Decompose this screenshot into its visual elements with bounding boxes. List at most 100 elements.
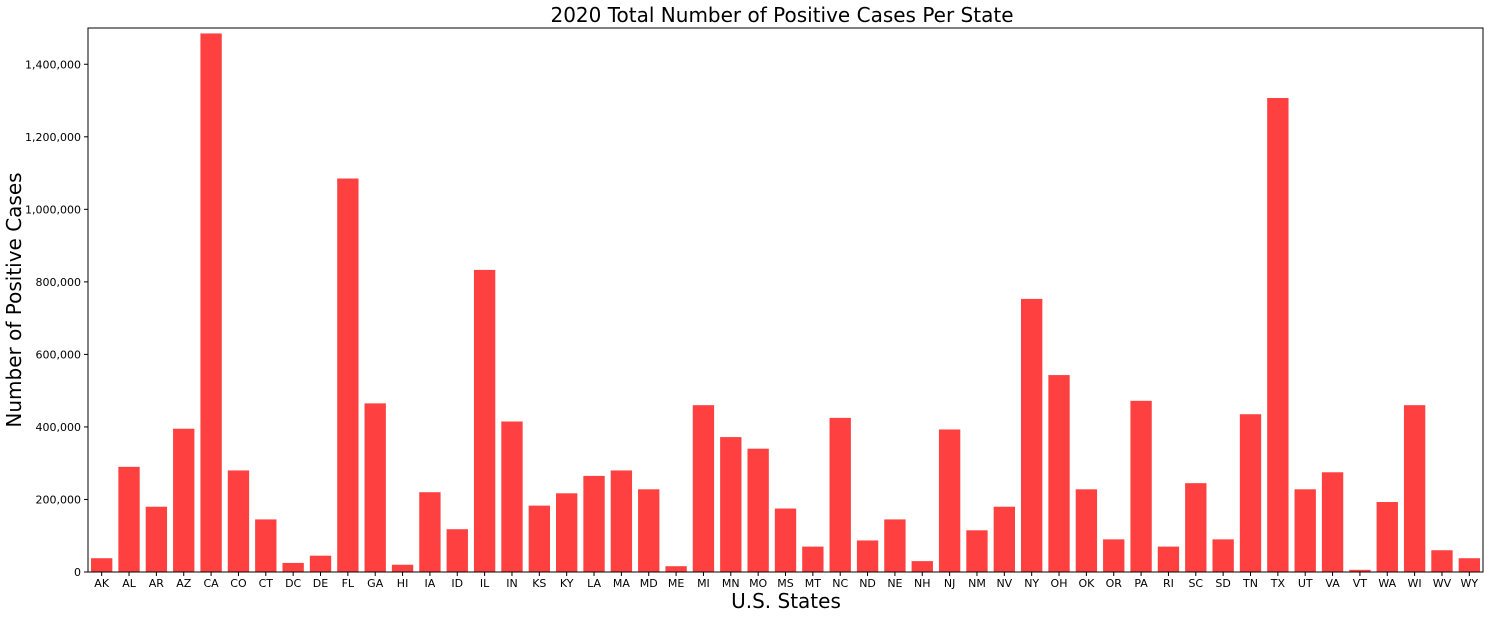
- bar-nm: [966, 530, 988, 572]
- x-tick-label: LA: [587, 577, 601, 590]
- x-tick-label: MD: [640, 577, 658, 590]
- y-tick-label: 800,000: [36, 276, 82, 289]
- y-tick-label: 1,200,000: [25, 131, 81, 144]
- x-tick-label: KS: [532, 577, 546, 590]
- x-tick-label: SC: [1188, 577, 1203, 590]
- x-tick-label: MI: [697, 577, 710, 590]
- bar-dc: [282, 562, 304, 572]
- bar-il: [473, 269, 496, 572]
- bar-nh: [911, 561, 933, 572]
- bar-tx: [1267, 97, 1289, 573]
- x-tick-label: SD: [1215, 577, 1230, 590]
- x-tick-label: AL: [122, 577, 137, 590]
- bar-az: [173, 428, 195, 572]
- y-tick-label: 0: [74, 566, 81, 579]
- x-tick-label: MA: [613, 577, 630, 590]
- x-axis-label: U.S. States: [731, 589, 841, 613]
- chart-title: 2020 Total Number of Positive Cases Per …: [550, 3, 1013, 27]
- x-tick-label: UT: [1298, 577, 1313, 590]
- x-tick-label: WV: [1433, 577, 1452, 590]
- bar-ca: [200, 33, 222, 572]
- x-tick-label: WA: [1378, 577, 1396, 590]
- bar-mo: [747, 448, 769, 572]
- x-tick-label: HI: [397, 577, 409, 590]
- bar-wi: [1403, 405, 1426, 572]
- x-tick-label: MN: [722, 577, 740, 590]
- bar-wy: [1458, 558, 1480, 572]
- x-tick-label: IA: [425, 577, 436, 590]
- x-tick-label: DC: [285, 577, 301, 590]
- bar-ct: [255, 519, 277, 572]
- bar-ri: [1157, 546, 1180, 572]
- y-tick-label: 200,000: [36, 493, 82, 506]
- x-tick-label: NV: [996, 577, 1012, 590]
- x-tick-label: ND: [859, 577, 876, 590]
- x-tick-label: WY: [1461, 577, 1479, 590]
- bar-la: [583, 475, 605, 572]
- bar-id: [446, 529, 468, 572]
- bar-ky: [556, 493, 578, 572]
- bar-ms: [774, 508, 797, 572]
- x-tick-label: WI: [1408, 577, 1422, 590]
- x-tick-label: CO: [230, 577, 247, 590]
- x-tick-label: MT: [805, 577, 821, 590]
- bars-group: [91, 33, 1480, 573]
- bar-va: [1321, 472, 1344, 572]
- bar-fl: [337, 178, 359, 572]
- bar-oh: [1048, 375, 1070, 572]
- x-tick-label: AR: [149, 577, 165, 590]
- bar-ny: [1021, 298, 1043, 572]
- x-tick-label: KY: [560, 577, 574, 590]
- bar-mt: [802, 546, 824, 572]
- bar-mi: [692, 405, 715, 572]
- x-tick-label: OR: [1106, 577, 1123, 590]
- bar-me: [665, 566, 687, 572]
- x-tick-label: CT: [259, 577, 274, 590]
- x-tick-label: NJ: [944, 577, 955, 590]
- bar-nj: [938, 429, 961, 572]
- x-tick-label: NE: [887, 577, 902, 590]
- bar-nv: [993, 506, 1015, 572]
- y-axis: 0 200,000 400,000 600,000 800,000 1,000,000 1,…: [25, 58, 88, 579]
- x-tick-label: RI: [1163, 577, 1174, 590]
- bar-al: [118, 466, 140, 572]
- x-tick-label: AZ: [176, 577, 192, 590]
- x-tick-label: PA: [1134, 577, 1148, 590]
- x-tick-label: OH: [1051, 577, 1068, 590]
- bar-ne: [884, 519, 906, 572]
- bar-nd: [856, 540, 879, 572]
- bar-ia: [419, 492, 441, 572]
- bar-ok: [1075, 489, 1098, 572]
- x-tick-label: NY: [1024, 577, 1039, 590]
- x-tick-label: MO: [749, 577, 767, 590]
- y-tick-label: 1,400,000: [25, 58, 81, 71]
- bar-ga: [364, 403, 386, 572]
- y-axis-label: Number of Positive Cases: [2, 172, 26, 427]
- bar-wv: [1431, 550, 1453, 572]
- x-tick-label: VT: [1353, 577, 1368, 590]
- bar-de: [309, 555, 332, 572]
- bar-mn: [720, 437, 742, 572]
- bar-md: [638, 489, 660, 572]
- x-tick-label: NM: [968, 577, 986, 590]
- x-tick-label: FL: [342, 577, 355, 590]
- x-tick-label: IL: [480, 577, 490, 590]
- y-tick-label: 1,000,000: [25, 203, 81, 216]
- x-tick-label: ME: [668, 577, 684, 590]
- x-tick-label: TX: [1270, 577, 1286, 590]
- x-tick-label: NH: [914, 577, 931, 590]
- x-tick-label: GA: [367, 577, 384, 590]
- bar-sc: [1185, 483, 1207, 572]
- x-axis: AK AL AR AZ CA CO CT DC DE FL GA HI IA ID IL IN KS KY LA MA…: [94, 572, 1478, 590]
- bar-ma: [610, 470, 633, 572]
- bar-nc: [829, 417, 851, 572]
- y-tick-label: 400,000: [36, 421, 82, 434]
- x-tick-label: IN: [506, 577, 517, 590]
- x-tick-label: OK: [1078, 577, 1095, 590]
- bar-in: [501, 421, 523, 572]
- bar-ar: [145, 506, 168, 572]
- bar-co: [227, 470, 250, 572]
- bar-sd: [1212, 539, 1234, 572]
- bar-hi: [391, 564, 414, 572]
